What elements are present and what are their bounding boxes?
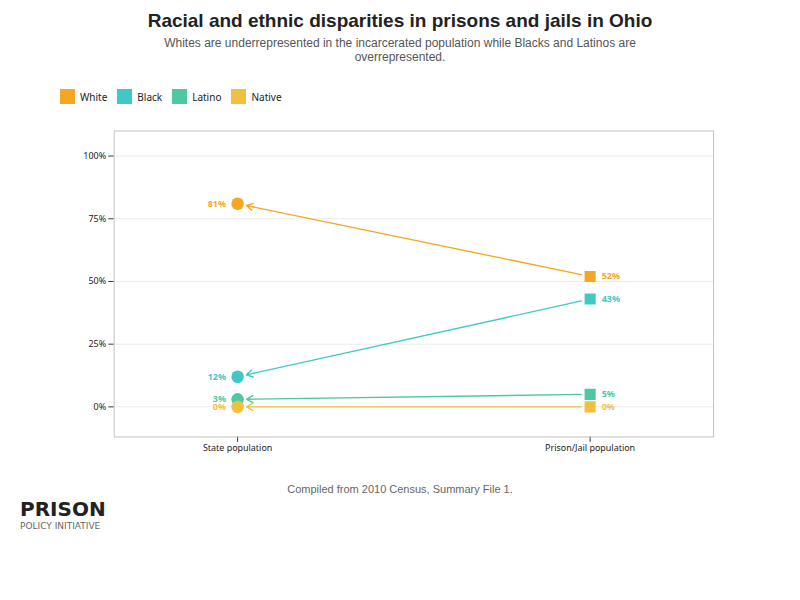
svg-text:State population: State population — [203, 441, 272, 454]
svg-text:81%: 81% — [208, 197, 226, 210]
svg-text:25%: 25% — [88, 337, 106, 350]
html-text:PRISON: PRISON — [20, 496, 106, 521]
svg-text:50%: 50% — [88, 274, 106, 287]
html-text:POLICY INITIATIVE: POLICY INITIATIVE — [20, 520, 101, 531]
svg-text:12%: 12% — [208, 370, 226, 383]
svg-text:52%: 52% — [602, 269, 620, 282]
svg-text:0%: 0% — [94, 400, 107, 413]
svg-text:0%: 0% — [213, 400, 226, 413]
svg-text:5%: 5% — [602, 387, 615, 400]
svg-text:Prison/Jail population: Prison/Jail population — [545, 441, 635, 454]
svg-text:3%: 3% — [212, 392, 226, 406]
html-text:Latino: Latino — [192, 89, 222, 104]
svg-text:100%: 100% — [83, 149, 106, 162]
html-text:Black: Black — [137, 89, 163, 104]
svg-text:0%: 0% — [602, 400, 615, 413]
html-text:Native: Native — [251, 89, 282, 104]
html-text:Compiled from 2010 Census, Sum: Compiled from 2010 Census, Summary File … — [287, 482, 513, 495]
svg-text:75%: 75% — [88, 212, 106, 225]
svg-text:43%: 43% — [602, 292, 620, 305]
html-text:Racial and ethnic disparities: Racial and ethnic disparities in prisons… — [147, 10, 653, 31]
html-text:White: White — [80, 89, 108, 104]
html-text:Whites are underrepresented in: Whites are underrepresented in the incar… — [164, 36, 636, 64]
